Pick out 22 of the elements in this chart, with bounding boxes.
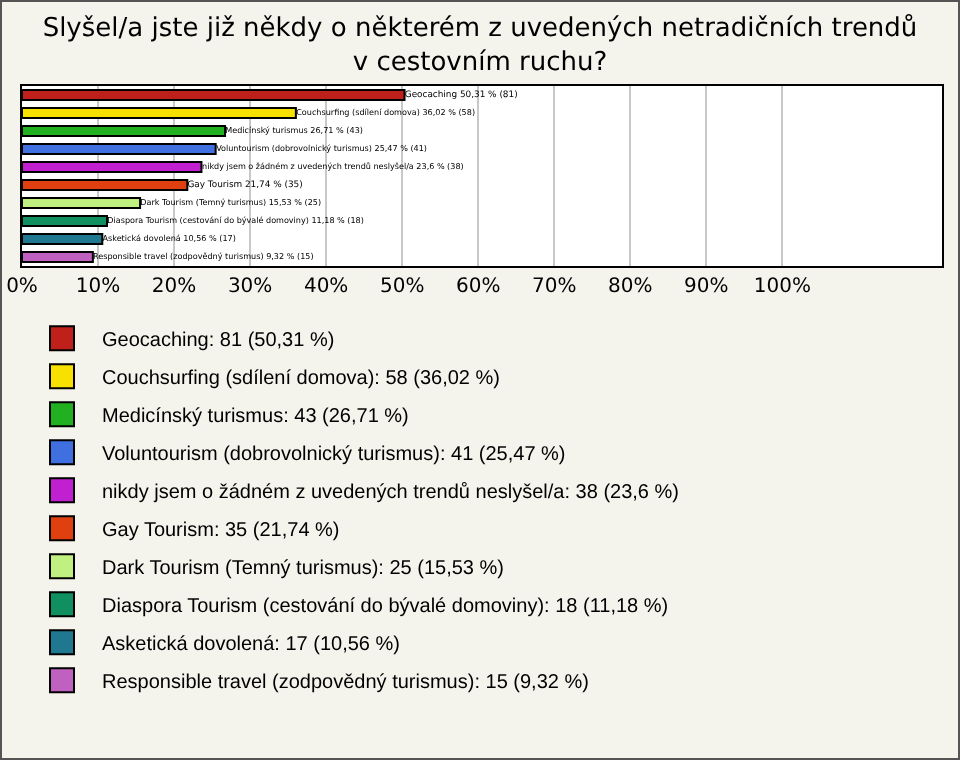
x-tick-label: 20% (151, 276, 197, 298)
legend-label: Gay Tourism: 35 (21,74 %) (102, 520, 340, 542)
x-tick-label: 100% (753, 276, 811, 298)
chart-title: Slyšel/a jste již někdy o některém z uvedených netradičních trendů v cestovním ruchu? (42, 12, 918, 78)
x-tick-label: 90% (684, 276, 729, 298)
legend-label: Responsible travel (zodpovědný turismus): 15 (9,32 %) (102, 672, 589, 694)
legend-label: Couchsurfing (sdílení domova): 58 (36,02 %) (102, 368, 500, 390)
legend-label: Asketická dovolená: 17 (10,56 %) (102, 634, 400, 656)
x-tick-label: 50% (379, 276, 425, 298)
x-tick-label: 80% (608, 276, 653, 298)
legend-label: Medicínský turismus: 43 (26,71 %) (102, 406, 409, 428)
x-tick-label: 10% (75, 276, 121, 298)
legend-label: Diaspora Tourism (cestování do bývalé domoviny): 18 (11,18 %) (102, 596, 669, 618)
x-tick-label: 60% (455, 276, 501, 298)
x-tick-label: 30% (227, 276, 273, 298)
legend-label: Dark Tourism (Temný turismus): 25 (15,53 %) (102, 558, 504, 580)
legend-label: Geocaching: 81 (50,31 %) (102, 330, 335, 352)
x-tick-label: 40% (303, 276, 349, 298)
x-tick-label: 0% (6, 276, 38, 298)
legend-label: nikdy jsem o žádném z uvedených trendů neslyšel/a: 38 (23,6 %) (102, 480, 679, 504)
x-tick-label: 70% (532, 276, 577, 298)
legend-label: Voluntourism (dobrovolnický turismus): 41 (25,47 %) (102, 444, 566, 466)
